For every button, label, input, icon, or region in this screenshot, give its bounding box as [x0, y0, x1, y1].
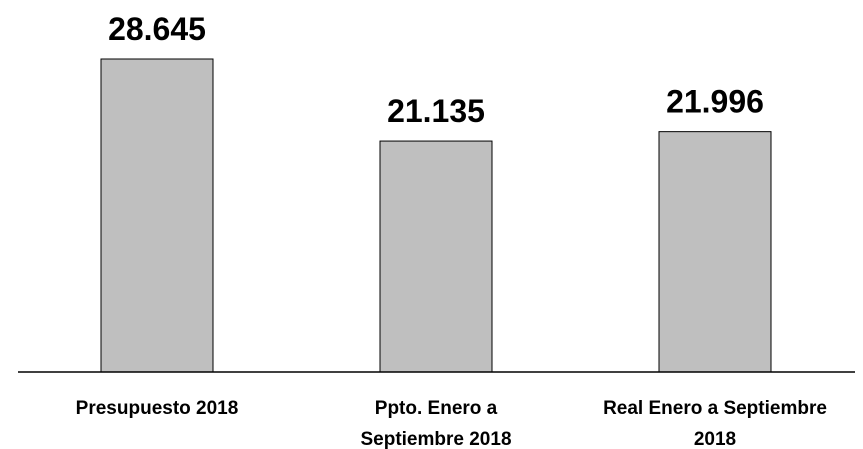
bar-1 [100, 58, 214, 373]
category-label-3-line-2: 2018 [694, 429, 736, 449]
category-label-1-line-1: Presupuesto 2018 [76, 398, 239, 419]
bar-3 [658, 131, 772, 373]
bars-group [100, 58, 772, 373]
data-labels-group: 28.645 21.135 21.996 [108, 11, 764, 129]
data-label-3: 21.996 [666, 84, 764, 120]
category-label-2-line-1: Ppto. Enero a [375, 398, 498, 419]
category-label-3-line-1: Real Enero a Septiembre [603, 398, 827, 419]
category-label-2-line-2: Septiembre 2018 [360, 429, 511, 449]
bar-2 [379, 140, 493, 373]
data-label-1: 28.645 [108, 11, 206, 47]
data-label-2: 21.135 [387, 93, 485, 129]
category-labels-group: Presupuesto 2018 Ppto. Enero a Septiembre … [76, 398, 827, 449]
